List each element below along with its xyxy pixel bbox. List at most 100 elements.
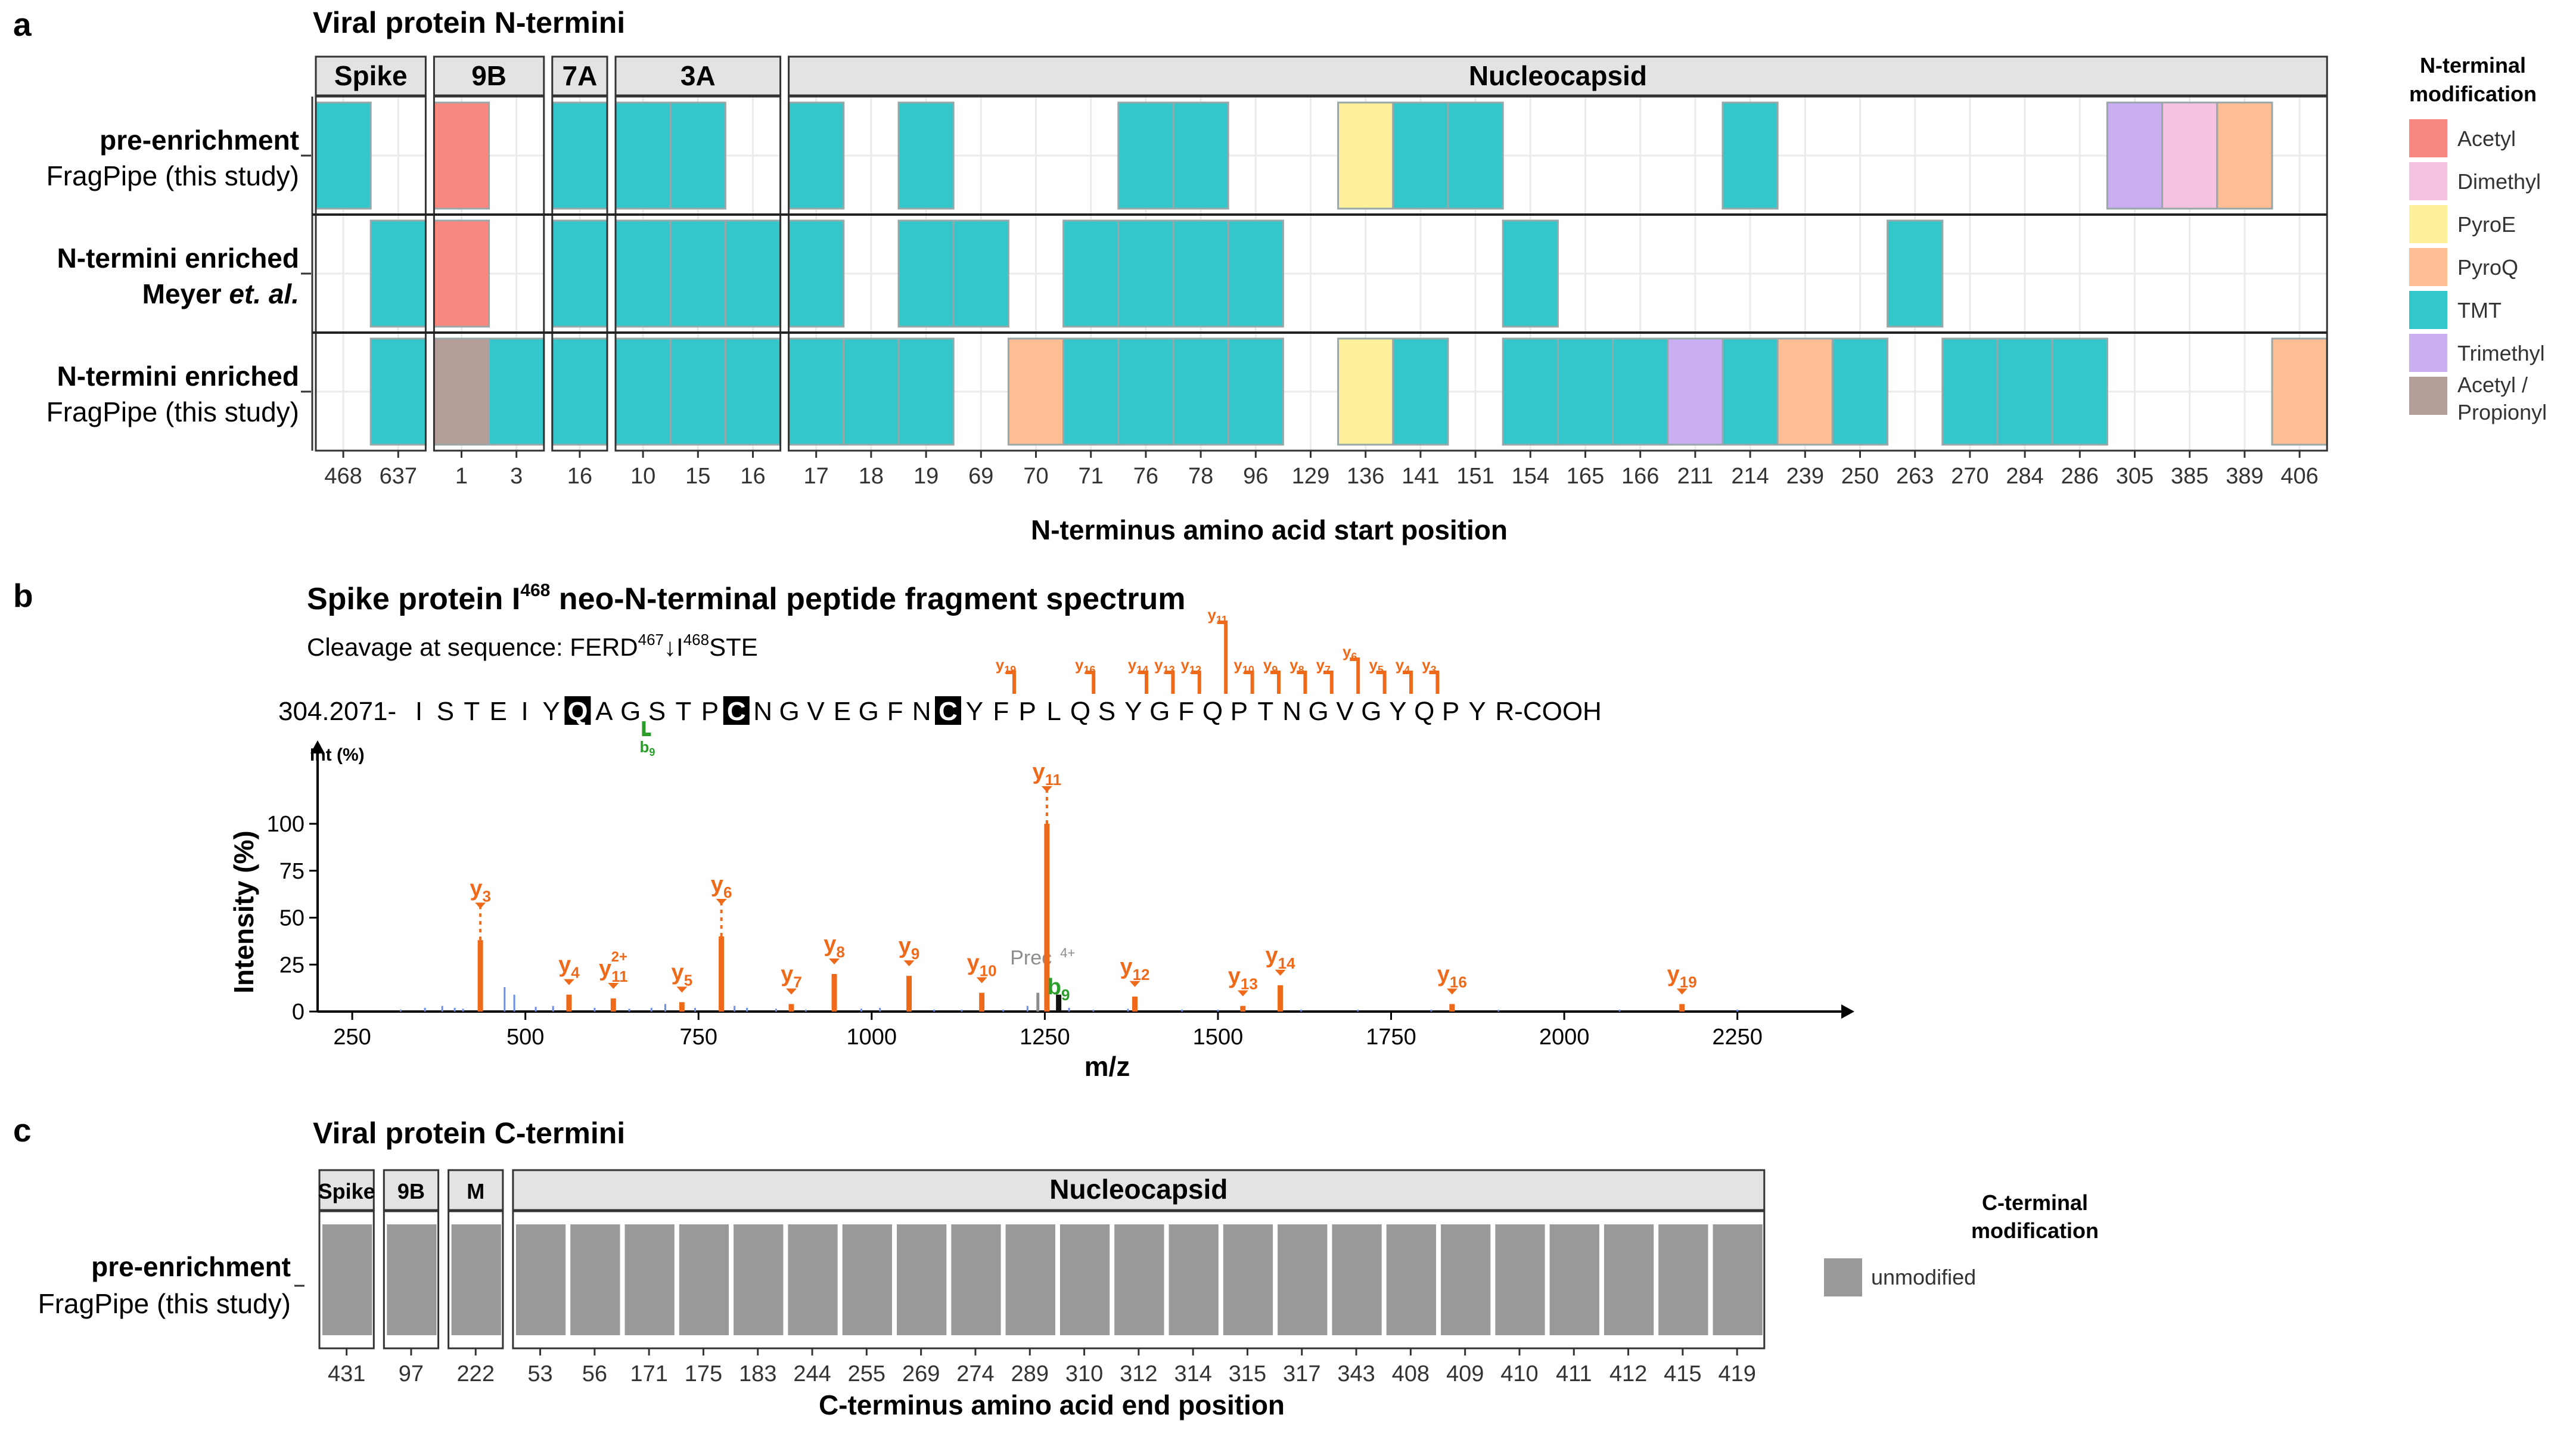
- peak-label-num-y9: 9: [911, 945, 919, 963]
- spectrum-x-tick-label-1250: 1250: [1020, 1025, 1070, 1050]
- spectrum-x-tick-label-2250: 2250: [1712, 1025, 1763, 1050]
- peak-label-ion-y8: y: [824, 932, 836, 957]
- c-x-tick-label-nucleocapsid-343: 343: [1337, 1361, 1375, 1386]
- sequence-y-label-16: y16: [1075, 656, 1096, 676]
- c-x-tick-label-nucleocapsid-411: 411: [1556, 1361, 1592, 1386]
- c-cell-nucleocapsid-56: [570, 1224, 620, 1335]
- c-x-tick-label-nucleocapsid-56: 56: [582, 1361, 607, 1386]
- facet-label-spike: Spike: [334, 60, 408, 91]
- row-label-a-1-plain: Meyer et. al.: [142, 278, 299, 309]
- c-cell-nucleocapsid-315: [1223, 1224, 1273, 1335]
- c-cell-9b-97: [387, 1224, 437, 1335]
- peak-arrow-y14: [1275, 969, 1286, 976]
- c-cell-spike-431: [322, 1224, 372, 1335]
- x-tick-label-a-nucleocapsid-385: 385: [2171, 464, 2208, 489]
- cell-nucleocapsid-165-row2: [1556, 337, 1614, 446]
- cell-nucleocapsid-385-row0: [2161, 101, 2218, 210]
- c-x-tick-label-nucleocapsid-269: 269: [902, 1361, 940, 1386]
- sequence-y-label-6-ion: y: [1343, 643, 1351, 660]
- cell-nucleocapsid-18-row2: [843, 337, 900, 446]
- x-tick-label-a-nucleocapsid-78: 78: [1188, 464, 1213, 489]
- c-x-tick-label-nucleocapsid-53: 53: [527, 1361, 552, 1386]
- peak-label-y16: y16: [1437, 961, 1467, 991]
- spectrum-xlabel: m/z: [1085, 1051, 1130, 1082]
- spectrum-y-tick-label-25: 25: [279, 953, 304, 978]
- cell-nucleocapsid-19-row1: [897, 219, 955, 328]
- cell-nucleocapsid-78-row1: [1172, 219, 1229, 328]
- sequence-residue-6: Q: [567, 697, 588, 726]
- sequence-y-label-5-num: 5: [1378, 664, 1384, 676]
- peak-label-y6: y6: [711, 872, 732, 901]
- sequence-y-label-13-ion: y: [1154, 656, 1163, 674]
- facet-strip-9b: [433, 55, 545, 97]
- peak-label-ion-y11: y: [1033, 759, 1045, 784]
- spectrum-x-tick-label-500: 500: [507, 1025, 544, 1050]
- subtitle-sup2: 468: [683, 631, 709, 649]
- panel-b-title-part1: Spike protein I: [307, 582, 520, 616]
- c-x-tick-label-nucleocapsid-419: 419: [1718, 1361, 1755, 1386]
- cell-9b-1-row1: [433, 219, 490, 328]
- sequence-y-label-8-ion: y: [1289, 656, 1298, 674]
- row-label-c-plain: FragPipe (this study): [38, 1288, 291, 1319]
- sequence-y-marker-4: [1403, 671, 1413, 694]
- c-x-tick-label-nucleocapsid-315: 315: [1229, 1361, 1266, 1386]
- x-tick-label-a-nucleocapsid-263: 263: [1896, 464, 1934, 489]
- peak-arrow-y3: [475, 902, 486, 909]
- peak-arrow-y8: [829, 958, 840, 964]
- peak-arrow-y19: [1676, 988, 1688, 995]
- sequence-y-label-19-num: 19: [1004, 664, 1016, 676]
- x-tick-label-a-nucleocapsid-389: 389: [2226, 464, 2263, 489]
- peak-arrow-y7: [785, 988, 797, 995]
- row-label-a-0-plain: FragPipe (this study): [46, 160, 299, 191]
- sequence-y-label-3: y3: [1422, 656, 1436, 676]
- sequence-y-label-4-num: 4: [1404, 664, 1410, 676]
- sequence-residue-24: L: [1046, 697, 1061, 726]
- sequence-residue-37: Y: [1389, 697, 1406, 726]
- row-label-a-1-bold: N-termini enriched: [57, 243, 299, 274]
- sequence-y-label-10-num: 10: [1242, 664, 1254, 676]
- row-label-a-0-plain-text: FragPipe (this study): [46, 160, 299, 191]
- cell-nucleocapsid-76-row2: [1117, 337, 1174, 446]
- sequence-b-label-9: b9: [639, 738, 655, 758]
- sequence-suffix: R-COOH: [1495, 697, 1601, 726]
- sequence-y-marker-9: [1270, 671, 1281, 694]
- sequence-residue-box-6: [564, 696, 591, 725]
- c-cell-nucleocapsid-419: [1713, 1224, 1763, 1335]
- c-cell-nucleocapsid-408: [1386, 1224, 1436, 1335]
- peak-label-ion-y11-2plus: y: [599, 956, 611, 981]
- c-facet-label-9b: 9B: [397, 1179, 425, 1203]
- sequence-y-label-19-ion: y: [996, 656, 1005, 674]
- row-label-a-1-italic: et. al.: [222, 278, 299, 309]
- c-x-tick-label-nucleocapsid-255: 255: [848, 1361, 885, 1386]
- sequence-residue-10: T: [676, 697, 692, 726]
- c-cell-nucleocapsid-274: [951, 1224, 1001, 1335]
- sequence-y-label-11: y11: [1207, 606, 1228, 626]
- cell-3a-16-row2: [724, 337, 782, 446]
- peak-label-charge-y11-2plus: 2+: [611, 949, 627, 965]
- sequence-y-label-9-ion: y: [1263, 656, 1272, 674]
- x-tick-label-a-spike-468: 468: [324, 464, 362, 489]
- n-termini-heatmap: pre-enrichment FragPipe (this study) N-ter…: [46, 55, 2328, 489]
- peak-label-y13: y13: [1228, 964, 1258, 993]
- facet-strip-nucleocapsid: [788, 55, 2328, 97]
- x-tick-label-a-7a-16: 16: [567, 464, 592, 489]
- sequence-y-label-3-ion: y: [1422, 656, 1431, 674]
- legend-a-label-acetyl: Acetyl: [2457, 126, 2516, 151]
- c-cell-nucleocapsid-409: [1441, 1224, 1491, 1335]
- legend-a-label-trimethyl: Trimethyl: [2457, 341, 2545, 365]
- peak-label-num-y16: 16: [1450, 973, 1467, 991]
- peak-label-ion-y3: y: [470, 876, 482, 901]
- peak-label-ion-y14: y: [1266, 943, 1278, 968]
- c-x-tick-label-nucleocapsid-314: 314: [1174, 1361, 1211, 1386]
- sequence-residue-40: Y: [1468, 697, 1486, 726]
- sequence-residue-17: G: [859, 697, 879, 726]
- sequence-y-marker-6: [1350, 657, 1360, 694]
- peak-label-num-y10: 10: [980, 962, 997, 980]
- facet-strip-3a: [614, 55, 782, 97]
- sequence-y-marker-8: [1297, 671, 1307, 694]
- c-x-tick-label-nucleocapsid-289: 289: [1011, 1361, 1049, 1386]
- spectrum-ylabel: Intensity (%): [228, 830, 259, 993]
- c-x-tick-label-m-222: 222: [457, 1361, 495, 1386]
- sequence-y-marker-16: [1085, 671, 1096, 694]
- legend-a-label-pyroe: PyroE: [2457, 212, 2516, 237]
